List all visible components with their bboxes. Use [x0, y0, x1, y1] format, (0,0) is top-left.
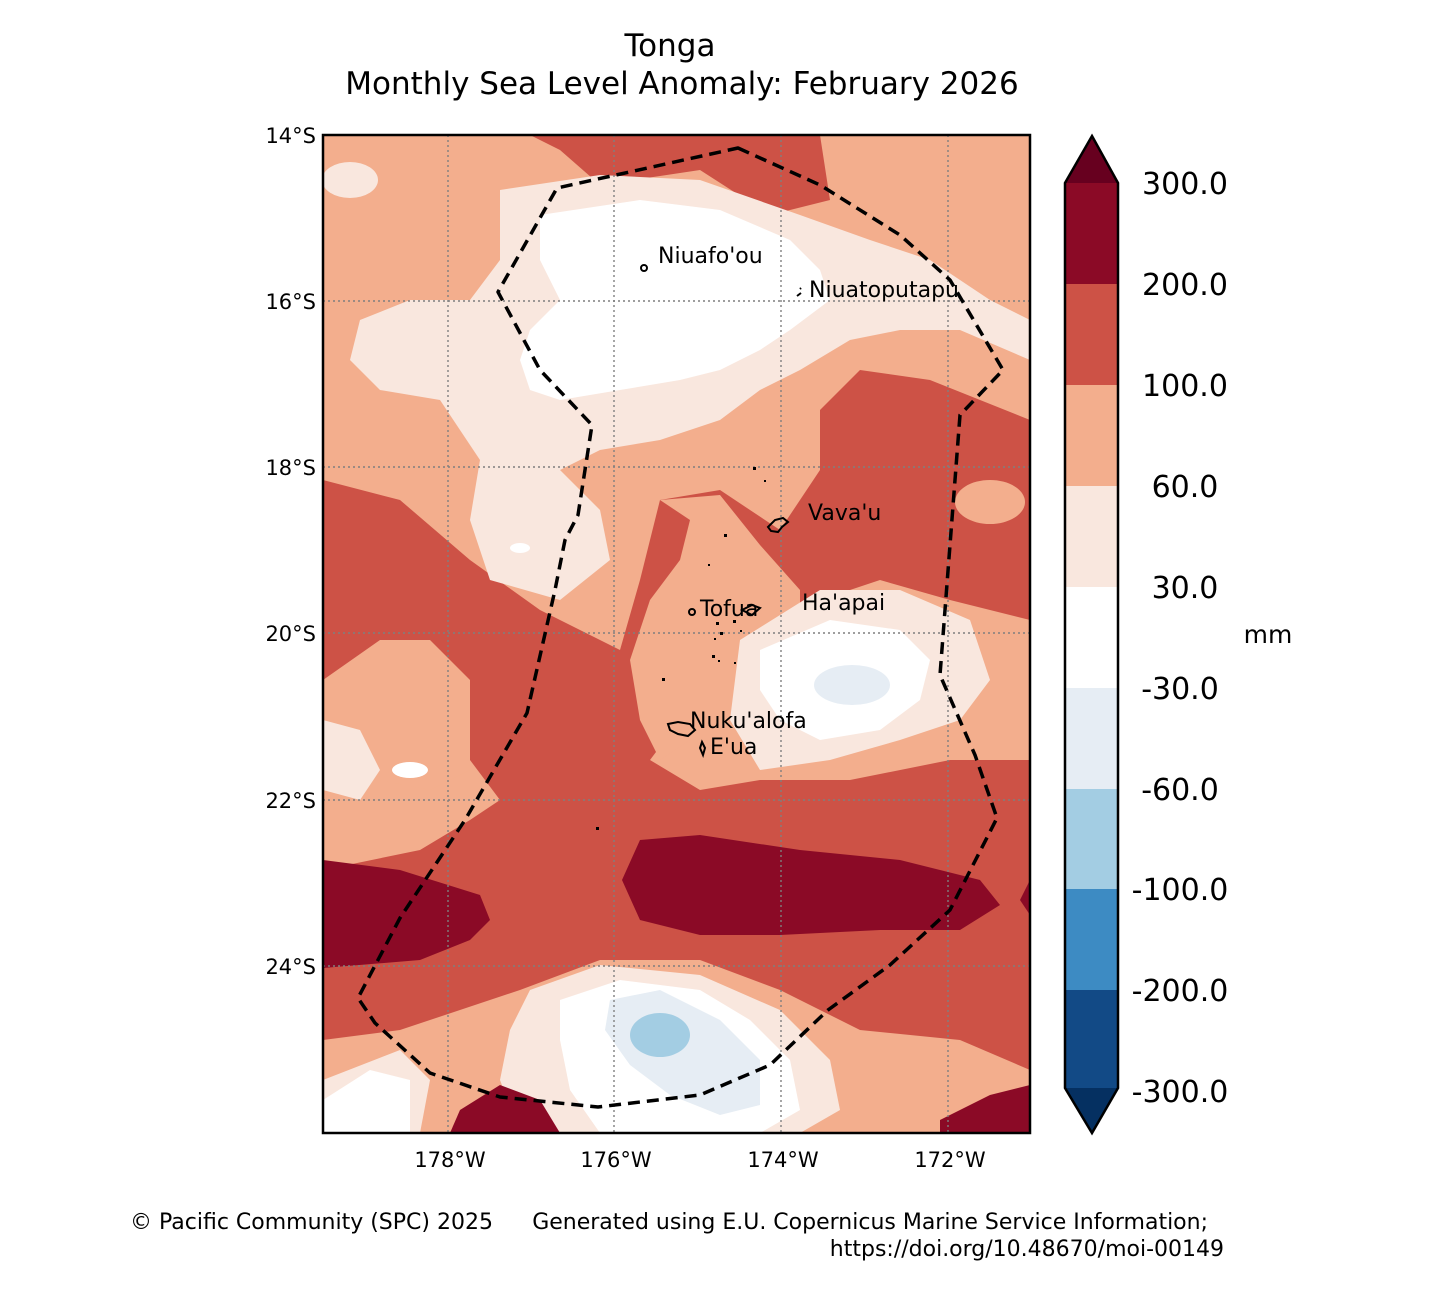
colorbar-tick-neg200: -200.0 [1132, 974, 1229, 1009]
credit-copernicus: Generated using E.U. Copernicus Marine S… [532, 1210, 1208, 1235]
lon-label-174w: 174°W [747, 1148, 819, 1172]
colorbar-tick-labels: 300.0 200.0 100.0 60.0 30.0 -30.0 -60.0 … [1132, 167, 1229, 1110]
anomaly-band-neg-100-60 [630, 1013, 690, 1057]
lat-label-14s: 14°S [265, 124, 316, 148]
colorbar-tick-neg30: -30.0 [1141, 672, 1219, 707]
colorbar-segment-neutral [1065, 587, 1118, 688]
lon-label-172w: 172°W [914, 1148, 986, 1172]
colorbar-tick-100: 100.0 [1142, 369, 1228, 404]
island-eua [698, 739, 707, 758]
place-label-niuatoputapu: Niuatoputapu [809, 278, 959, 303]
colorbar-tick-60: 60.0 [1152, 470, 1219, 505]
colorbar-segment-100-200 [1065, 284, 1118, 385]
colorbar-tick-neg100: -100.0 [1132, 873, 1229, 908]
map-title-subtitle: Monthly Sea Level Anomaly: February 2026 [345, 66, 1018, 102]
map-area: Niuafo'ou Niuatoputapu Vava'u Tofua Ha'a… [323, 135, 1030, 1133]
colorbar-segment-neg-60-30 [1065, 688, 1118, 789]
colorbar-segment-neg-200-100 [1065, 889, 1118, 990]
colorbar-tick-200: 200.0 [1142, 268, 1228, 303]
island-tofua [687, 608, 697, 616]
colorbar-segment-200-300 [1065, 183, 1118, 284]
lat-label-24s: 24°S [265, 955, 316, 979]
island-tongatapu [666, 720, 697, 738]
island-niuafoou [640, 264, 648, 272]
credit-doi: https://doi.org/10.48670/moi-00149 [830, 1237, 1224, 1262]
colorbar-segment-neg-300-200 [1065, 990, 1118, 1088]
map-frame [321, 133, 1032, 1135]
colorbar-extend-bottom [1065, 1088, 1118, 1133]
place-label-vavau: Vava'u [808, 501, 881, 526]
colorbar-tick-30: 30.0 [1152, 571, 1219, 606]
colorbar-outline [1063, 133, 1120, 1136]
lat-label-22s: 22°S [265, 789, 316, 813]
island-niuatoputapu [796, 287, 802, 297]
colorbar-segment-30-60 [1065, 486, 1118, 587]
lat-label-18s: 18°S [265, 456, 316, 480]
latitude-labels: 14°S 16°S 18°S 20°S 22°S 24°S [265, 124, 316, 979]
colorbar-tick-neg60: -60.0 [1141, 773, 1219, 808]
island-dots [596, 467, 766, 830]
credit-copyright: © Pacific Community (SPC) 2025 [130, 1210, 493, 1235]
colorbar-unit-label: mm [1244, 620, 1293, 649]
lat-label-20s: 20°S [265, 622, 316, 646]
colorbar-tick-neg300: -300.0 [1132, 1075, 1229, 1110]
place-label-eua: E'ua [710, 735, 757, 760]
place-label-nukualofa: Nuku'alofa [690, 709, 807, 734]
colorbar-tick-300: 300.0 [1142, 167, 1228, 202]
place-label-niuafoou: Niuafo'ou [658, 244, 763, 269]
map-title-region: Tonga [624, 28, 716, 64]
eez-boundary [356, 146, 1005, 1109]
colorbar-segment-60-100 [1065, 385, 1118, 486]
colorbar-segment-neg-100-60 [1065, 789, 1118, 889]
island-vavau [766, 516, 790, 534]
place-label-haapai: Ha'apai [802, 591, 885, 616]
place-label-tofua: Tofua [699, 597, 758, 622]
colorbar-extend-top [1065, 136, 1118, 183]
place-labels: Niuafo'ou Niuatoputapu Vava'u Tofua Ha'a… [658, 244, 959, 760]
longitude-labels: 178°W 176°W 174°W 172°W [414, 1148, 986, 1172]
map-gridlines [323, 135, 1030, 1133]
colorbar [1063, 133, 1120, 1136]
island-haapai [739, 603, 762, 617]
lon-label-176w: 176°W [580, 1148, 652, 1172]
island-shapes [640, 264, 802, 758]
lat-label-16s: 16°S [265, 290, 316, 314]
lon-label-178w: 178°W [414, 1148, 486, 1172]
